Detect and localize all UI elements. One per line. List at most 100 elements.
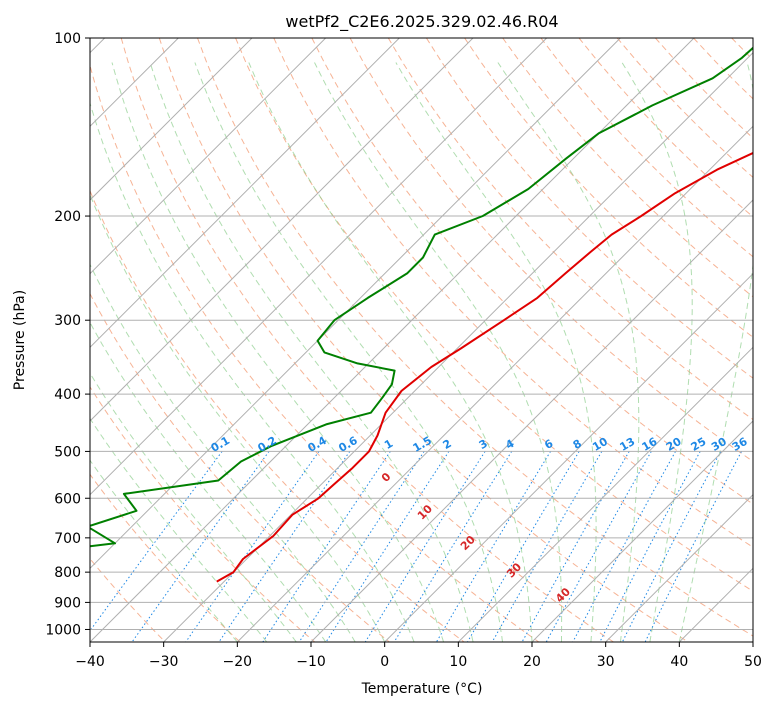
profile-line-1 bbox=[216, 151, 753, 583]
dry-adiabat bbox=[90, 473, 241, 642]
y-tick-label: 1000 bbox=[45, 622, 81, 638]
isotherm bbox=[90, 38, 474, 422]
moist-adiabat-label: 0 bbox=[379, 470, 394, 485]
x-axis-label: Temperature (°C) bbox=[361, 681, 483, 697]
isotherm bbox=[605, 493, 753, 642]
grid-lines bbox=[90, 38, 753, 642]
mixing-ratio-line bbox=[491, 451, 603, 642]
mixing-ratio-line bbox=[131, 451, 270, 642]
moist-adiabat bbox=[90, 321, 327, 642]
moist-adiabat-label: 20 bbox=[458, 533, 478, 553]
dry-adiabat bbox=[120, 38, 614, 642]
moist-adiabat bbox=[90, 263, 356, 642]
dry-adiabat bbox=[197, 38, 753, 637]
moist-adiabat bbox=[90, 417, 268, 642]
y-tick-label: 100 bbox=[54, 31, 81, 47]
y-axis-ticks: 1000 900 800 700 600 500 400 300 200 100 bbox=[45, 31, 90, 638]
dry-adiabat bbox=[349, 38, 753, 463]
moist-adiabat bbox=[621, 62, 693, 642]
dry-adiabat bbox=[387, 38, 753, 421]
moist-adiabat-label: 30 bbox=[504, 560, 524, 580]
dry-adiabat bbox=[273, 38, 753, 548]
mixing-ratio-line bbox=[218, 451, 351, 642]
isotherm bbox=[678, 567, 753, 642]
y-tick-label: 200 bbox=[54, 209, 81, 225]
moist-adiabat bbox=[248, 62, 533, 642]
y-axis-label: Pressure (hPa) bbox=[12, 290, 28, 390]
dry-adiabat bbox=[425, 38, 753, 379]
dry-adiabat bbox=[235, 38, 753, 592]
moist-adiabat bbox=[111, 62, 445, 642]
y-tick-label: 900 bbox=[54, 595, 81, 611]
x-tick-label: 50 bbox=[744, 654, 762, 670]
isotherm bbox=[163, 51, 753, 642]
dry-adiabat bbox=[90, 385, 316, 642]
mixing-ratio-line bbox=[599, 451, 701, 642]
x-tick-label: −20 bbox=[223, 654, 253, 670]
mixing-ratio-line bbox=[185, 451, 320, 642]
mixing-ratio-line bbox=[644, 451, 742, 642]
mixing-ratio-line bbox=[572, 451, 676, 642]
isotherm bbox=[90, 38, 400, 349]
mixing-ratio-line bbox=[621, 451, 722, 642]
moist-adiabat bbox=[497, 62, 640, 642]
x-tick-label: 40 bbox=[670, 654, 688, 670]
background-lines bbox=[90, 38, 775, 642]
isotherm bbox=[457, 346, 753, 642]
mixing-ratio-line bbox=[262, 451, 391, 642]
plot-frame bbox=[89, 37, 754, 643]
moist-adiabat bbox=[194, 62, 503, 642]
dry-adiabat bbox=[90, 292, 390, 642]
moist-adiabat bbox=[90, 101, 415, 642]
dry-adiabat bbox=[770, 38, 775, 642]
y-tick-label: 300 bbox=[54, 313, 81, 329]
y-tick-label: 700 bbox=[54, 531, 81, 547]
dry-adiabat bbox=[90, 557, 166, 642]
moist-adiabat bbox=[90, 193, 386, 642]
moist-adiabat bbox=[90, 372, 297, 642]
isotherm bbox=[90, 38, 327, 275]
profile-series bbox=[90, 46, 753, 583]
x-tick-label: 10 bbox=[449, 654, 467, 670]
isotherm bbox=[90, 38, 548, 496]
isotherm bbox=[752, 641, 753, 642]
isotherm bbox=[310, 199, 753, 642]
x-tick-label: 0 bbox=[380, 654, 389, 670]
x-tick-label: −40 bbox=[75, 654, 105, 670]
isotherm bbox=[384, 272, 753, 642]
isotherm bbox=[90, 38, 253, 201]
mixing-ratio-label: 4 bbox=[503, 437, 516, 452]
moist-adiabat bbox=[149, 62, 474, 642]
profile-line-2 bbox=[90, 46, 753, 548]
y-tick-label: 800 bbox=[54, 565, 81, 581]
x-axis-ticks: −40 −30 −20 −10 0 10 20 30 40 50 bbox=[75, 642, 762, 670]
moist-adiabat bbox=[90, 459, 238, 642]
mixing-ratio-label: 2 bbox=[441, 437, 454, 452]
y-tick-label: 600 bbox=[54, 491, 81, 507]
x-tick-label: 30 bbox=[597, 654, 615, 670]
dry-adiabat bbox=[90, 63, 540, 642]
dry-adiabat bbox=[464, 38, 753, 338]
isotherm bbox=[90, 38, 695, 642]
x-tick-label: −10 bbox=[296, 654, 326, 670]
x-tick-label: −30 bbox=[149, 654, 179, 670]
dry-adiabat bbox=[693, 38, 753, 100]
mixing-ratio-label: 6 bbox=[542, 437, 555, 452]
mixing-ratio-line bbox=[521, 451, 630, 642]
moist-adiabat-label: 10 bbox=[415, 502, 435, 522]
dry-adiabat bbox=[158, 38, 689, 642]
y-tick-label: 500 bbox=[54, 444, 81, 460]
chart-title: wetPf2_C2E6.2025.329.02.46.R04 bbox=[285, 12, 558, 32]
moist-adiabat bbox=[678, 62, 753, 642]
mixing-ratio-line bbox=[364, 451, 486, 642]
mixing-ratio-line bbox=[90, 451, 223, 632]
mixing-ratio-line bbox=[545, 451, 652, 642]
dry-adiabat bbox=[655, 38, 753, 139]
dry-adiabat bbox=[90, 189, 465, 642]
y-tick-label: 400 bbox=[54, 387, 81, 403]
mixing-ratio-line bbox=[467, 451, 580, 642]
moist-adiabat bbox=[314, 62, 563, 642]
dry-adiabat bbox=[311, 38, 753, 505]
x-tick-label: 20 bbox=[523, 654, 541, 670]
